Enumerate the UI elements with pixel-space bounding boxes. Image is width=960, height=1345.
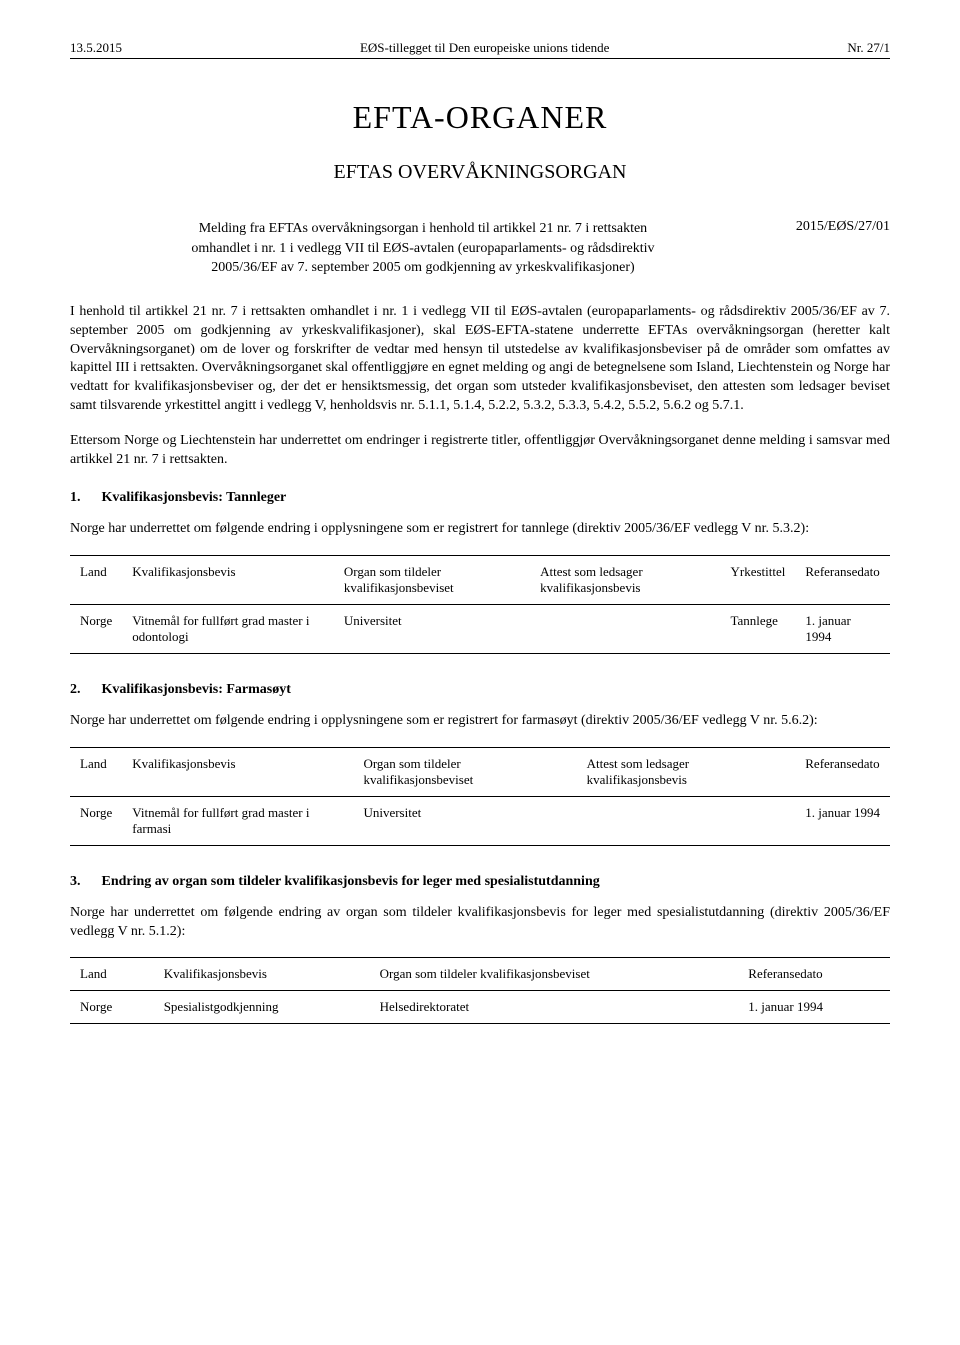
cell: Norge [70, 604, 122, 653]
col-header: Yrkestittel [720, 555, 795, 604]
cell: Norge [70, 991, 154, 1024]
col-header: Kvalifikasjonsbevis [154, 958, 370, 991]
col-header: Land [70, 747, 122, 796]
main-title: EFTA-ORGANER [70, 99, 890, 136]
cell: Vitnemål for fullført grad master i farm… [122, 796, 353, 845]
table-header-row: Land Kvalifikasjonsbevis Organ som tilde… [70, 555, 890, 604]
section-intro: Norge har underrettet om følgende endrin… [70, 712, 890, 731]
table-farmasoyt: Land Kvalifikasjonsbevis Organ som tilde… [70, 747, 890, 846]
section-intro: Norge har underrettet om følgende endrin… [70, 520, 890, 539]
table-tannleger: Land Kvalifikasjonsbevis Organ som tilde… [70, 555, 890, 654]
notice-block: Melding fra EFTAs overvåkningsorgan i he… [70, 219, 890, 278]
notice-text: Melding fra EFTAs overvåkningsorgan i he… [70, 219, 776, 278]
section-heading: 3. Endring av organ som tildeler kvalifi… [70, 874, 890, 890]
header-left: 13.5.2015 [70, 40, 122, 56]
col-header: Land [70, 555, 122, 604]
table-header-row: Land Kvalifikasjonsbevis Organ som tilde… [70, 747, 890, 796]
cell: Universitet [353, 796, 576, 845]
section-title: Kvalifikasjonsbevis: Tannleger [102, 490, 287, 505]
sub-title: EFTAS OVERVÅKNINGSORGAN [70, 161, 890, 184]
col-header: Referansedato [738, 958, 890, 991]
table-header-row: Land Kvalifikasjonsbevis Organ som tilde… [70, 958, 890, 991]
cell: Helsedirektoratet [370, 991, 739, 1024]
running-header: 13.5.2015 EØS-tillegget til Den europeis… [70, 40, 890, 59]
col-header: Kvalifikasjonsbevis [122, 555, 334, 604]
col-header: Referansedato [795, 747, 890, 796]
page: 13.5.2015 EØS-tillegget til Den europeis… [0, 0, 960, 1092]
col-header: Organ som tildeler kvalifikasjonsbeviset [334, 555, 530, 604]
col-header: Land [70, 958, 154, 991]
section-intro: Norge har underrettet om følgende endrin… [70, 904, 890, 942]
section-number: 1. [70, 490, 98, 506]
table-row: Norge Vitnemål for fullført grad master … [70, 796, 890, 845]
cell [577, 796, 796, 845]
section-title: Kvalifikasjonsbevis: Farmasøyt [102, 682, 291, 697]
paragraph: Ettersom Norge og Liechtenstein har unde… [70, 432, 890, 470]
cell [530, 604, 720, 653]
section-title: Endring av organ som tildeler kvalifikas… [102, 874, 600, 889]
notice-line: 2005/36/EF av 7. september 2005 om godkj… [70, 258, 776, 278]
cell: Spesialistgodkjenning [154, 991, 370, 1024]
col-header: Attest som ledsager kvalifikasjonsbevis [577, 747, 796, 796]
cell: 1. januar 1994 [795, 604, 890, 653]
col-header: Referansedato [795, 555, 890, 604]
col-header: Attest som ledsager kvalifikasjonsbevis [530, 555, 720, 604]
notice-line: omhandlet i nr. 1 i vedlegg VII til EØS-… [70, 239, 776, 259]
table-row: Norge Spesialistgodkjenning Helsedirekto… [70, 991, 890, 1024]
table-leger: Land Kvalifikasjonsbevis Organ som tilde… [70, 957, 890, 1024]
cell: 1. januar 1994 [738, 991, 890, 1024]
section-number: 2. [70, 682, 98, 698]
header-right: Nr. 27/1 [847, 40, 890, 56]
notice-reference: 2015/EØS/27/01 [776, 219, 890, 235]
cell: Tannlege [720, 604, 795, 653]
table-row: Norge Vitnemål for fullført grad master … [70, 604, 890, 653]
paragraph: I henhold til artikkel 21 nr. 7 i rettsa… [70, 303, 890, 416]
notice-line: Melding fra EFTAs overvåkningsorgan i he… [70, 219, 776, 239]
header-center: EØS-tillegget til Den europeiske unions … [360, 40, 609, 56]
cell: Vitnemål for fullført grad master i odon… [122, 604, 334, 653]
section-heading: 2. Kvalifikasjonsbevis: Farmasøyt [70, 682, 890, 698]
col-header: Organ som tildeler kvalifikasjonsbeviset [353, 747, 576, 796]
section-heading: 1. Kvalifikasjonsbevis: Tannleger [70, 490, 890, 506]
section-number: 3. [70, 874, 98, 890]
cell: Universitet [334, 604, 530, 653]
cell: Norge [70, 796, 122, 845]
col-header: Kvalifikasjonsbevis [122, 747, 353, 796]
cell: 1. januar 1994 [795, 796, 890, 845]
col-header: Organ som tildeler kvalifikasjonsbeviset [370, 958, 739, 991]
